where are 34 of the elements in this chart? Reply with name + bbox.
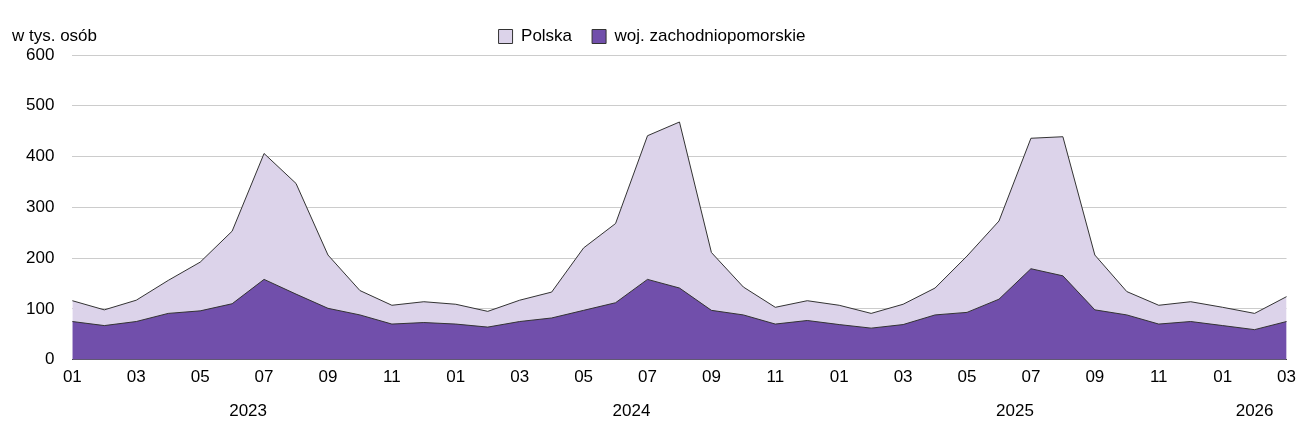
text: 2025 xyxy=(996,401,1034,420)
y-tick-label: 200 xyxy=(25,247,55,267)
x-tick-label: 01 xyxy=(62,367,82,387)
legend-label: woj. zachodniopomorskie xyxy=(613,26,806,46)
x-tick-label: 03 xyxy=(510,367,530,387)
y-tick-label: 0 xyxy=(44,349,55,369)
x-tick-label: 07 xyxy=(254,367,274,387)
x-tick-label: 11 xyxy=(383,367,401,387)
x-tick-label: 05 xyxy=(574,367,594,387)
x-tick-label: 09 xyxy=(701,367,721,387)
x-tick-label: 11 xyxy=(766,367,785,387)
y-axis-title: w tys. osób xyxy=(11,26,98,45)
x-tick-label: 09 xyxy=(318,367,338,387)
text: 2026 xyxy=(1235,401,1274,420)
x-tick-label: 01 xyxy=(446,367,466,387)
y-tick-label: 300 xyxy=(25,196,55,216)
x-tick-label: 09 xyxy=(1085,367,1105,387)
y-tick-label: 600 xyxy=(25,44,55,64)
y-tick-label: 500 xyxy=(25,95,55,115)
x-tick-label: 03 xyxy=(1277,367,1297,387)
x-tick-label: 01 xyxy=(829,367,849,387)
text: 2023 xyxy=(229,401,268,420)
x-tick-label: 03 xyxy=(126,367,146,387)
text: 2024 xyxy=(612,401,651,420)
legend-label: Polska xyxy=(521,26,573,46)
y-tick-label: 400 xyxy=(25,146,55,166)
x-tick-label: 03 xyxy=(893,367,913,387)
x-tick-label: 07 xyxy=(638,367,657,387)
x-tick-label: 11 xyxy=(1149,367,1168,387)
x-tick-label: 05 xyxy=(957,367,977,387)
x-tick-label: 07 xyxy=(1021,367,1041,387)
x-tick-label: 05 xyxy=(190,367,210,387)
y-tick-label: 100 xyxy=(25,298,55,318)
x-tick-label: 01 xyxy=(1213,367,1233,387)
